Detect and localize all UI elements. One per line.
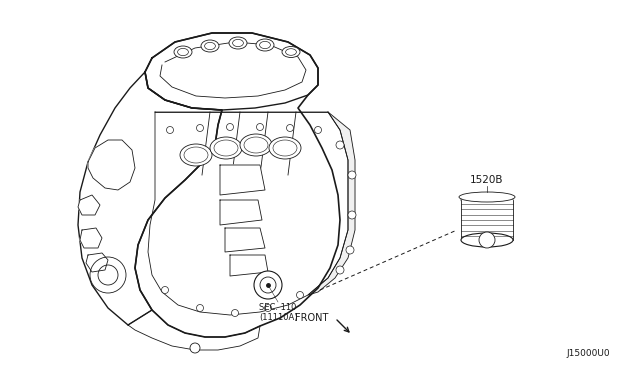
Circle shape bbox=[254, 271, 282, 299]
Circle shape bbox=[264, 305, 271, 311]
Ellipse shape bbox=[269, 137, 301, 159]
Circle shape bbox=[161, 286, 168, 294]
Ellipse shape bbox=[461, 233, 513, 247]
Ellipse shape bbox=[180, 144, 212, 166]
Polygon shape bbox=[308, 112, 355, 295]
FancyArrowPatch shape bbox=[337, 320, 349, 332]
Ellipse shape bbox=[461, 193, 513, 207]
Circle shape bbox=[257, 124, 264, 131]
Ellipse shape bbox=[210, 137, 242, 159]
Polygon shape bbox=[88, 140, 135, 190]
Polygon shape bbox=[135, 33, 340, 337]
Ellipse shape bbox=[201, 40, 219, 52]
Polygon shape bbox=[86, 253, 108, 272]
Text: J15000U0: J15000U0 bbox=[566, 349, 610, 358]
Ellipse shape bbox=[229, 37, 247, 49]
Circle shape bbox=[196, 125, 204, 131]
Circle shape bbox=[190, 343, 200, 353]
Ellipse shape bbox=[240, 134, 272, 156]
Circle shape bbox=[336, 266, 344, 274]
Circle shape bbox=[314, 126, 321, 134]
Polygon shape bbox=[230, 255, 268, 276]
Circle shape bbox=[479, 232, 495, 248]
Polygon shape bbox=[220, 200, 262, 225]
Text: 1520B: 1520B bbox=[470, 175, 504, 185]
Polygon shape bbox=[148, 112, 348, 315]
Circle shape bbox=[227, 124, 234, 131]
Polygon shape bbox=[225, 228, 265, 252]
Polygon shape bbox=[145, 33, 318, 110]
Circle shape bbox=[90, 257, 126, 293]
Circle shape bbox=[336, 141, 344, 149]
Ellipse shape bbox=[282, 46, 300, 58]
Ellipse shape bbox=[256, 39, 274, 51]
Ellipse shape bbox=[174, 46, 192, 58]
Text: SEC. 110
(11110A): SEC. 110 (11110A) bbox=[259, 303, 297, 323]
Polygon shape bbox=[128, 310, 260, 350]
Polygon shape bbox=[80, 228, 102, 248]
Circle shape bbox=[348, 171, 356, 179]
Circle shape bbox=[296, 292, 303, 298]
Polygon shape bbox=[220, 165, 265, 195]
Ellipse shape bbox=[459, 192, 515, 202]
Circle shape bbox=[232, 310, 239, 317]
Text: FRONT: FRONT bbox=[295, 313, 328, 323]
Circle shape bbox=[287, 125, 294, 131]
Circle shape bbox=[346, 246, 354, 254]
Polygon shape bbox=[78, 195, 100, 215]
Polygon shape bbox=[78, 72, 222, 325]
Polygon shape bbox=[461, 200, 513, 240]
Circle shape bbox=[166, 126, 173, 134]
Circle shape bbox=[196, 305, 204, 311]
Circle shape bbox=[348, 211, 356, 219]
